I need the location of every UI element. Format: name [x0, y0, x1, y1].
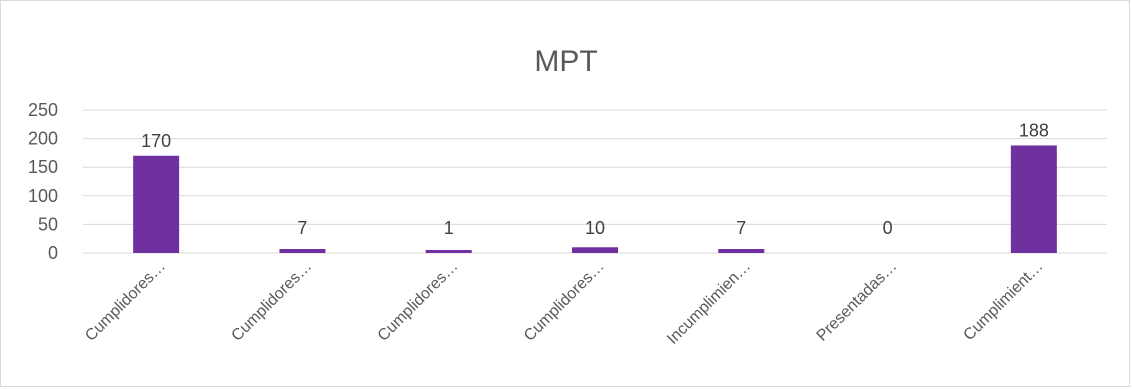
y-tick-label: 200 — [28, 129, 58, 149]
bar — [1010, 145, 1057, 253]
data-label: 170 — [141, 131, 171, 151]
x-category-label: Cumplidores… — [82, 258, 169, 345]
data-label: 10 — [585, 218, 605, 238]
y-tick-label: 250 — [28, 100, 58, 120]
data-label: 7 — [736, 218, 746, 238]
bar — [133, 155, 180, 253]
x-category-label: Cumplidores… — [375, 258, 462, 345]
bar — [718, 248, 765, 253]
y-tick-label: 150 — [28, 157, 58, 177]
data-label: 188 — [1019, 120, 1049, 140]
bar — [425, 250, 472, 253]
x-category-label: Incumplimien… — [664, 258, 754, 348]
bar — [572, 247, 618, 253]
bar — [279, 248, 326, 253]
data-label: 1 — [444, 218, 454, 238]
y-tick-label: 100 — [28, 186, 58, 206]
x-category-label: Cumplidores… — [521, 258, 608, 345]
x-category-label: Presentadas… — [814, 258, 901, 345]
x-category-label: Cumplimient… — [960, 258, 1046, 344]
data-labels: 170 7 1 10 7 0 188 — [141, 120, 1049, 238]
x-category-label: Cumplidores… — [228, 258, 315, 345]
gridlines — [83, 109, 1107, 254]
y-tick-label: 50 — [38, 214, 58, 234]
y-axis-ticks: 0 50 100 150 200 250 — [28, 100, 58, 263]
bars — [133, 145, 1057, 253]
data-label: 0 — [883, 218, 893, 238]
chart-title: MPT — [534, 45, 597, 78]
x-axis-labels: Cumplidores… Cumplidores… Cumplidores… Cump… — [82, 258, 1047, 348]
y-tick-label: 0 — [48, 243, 58, 263]
data-label: 7 — [297, 218, 307, 238]
